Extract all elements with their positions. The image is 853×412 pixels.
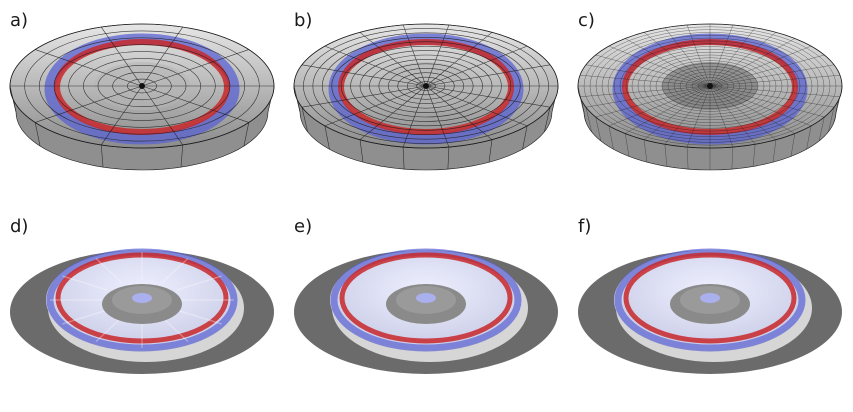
center-cap [132,293,152,303]
blue-ring [46,248,238,352]
panel-label: c) [578,10,595,31]
red-ring [55,252,229,344]
panel-c: c) [568,0,852,206]
mesh-grid [293,23,559,170]
center-cap [700,293,720,303]
panel-label: b) [294,10,313,31]
panel-label: d) [10,216,29,237]
disc-shaded-medium [294,248,558,374]
panel-label: a) [10,10,29,31]
disc-shaded-coarse [10,248,274,374]
red-ring [623,252,797,344]
panel-e: e) [284,206,568,412]
center-cap [416,293,436,303]
red-ring [54,39,230,135]
disc-mesh-medium [293,23,559,171]
panel-f: f) [568,206,852,412]
disc-mesh-fine [577,23,843,171]
center-point [707,83,713,89]
red-ring [339,252,513,344]
center-point [139,83,145,89]
panel-b: b) [284,0,568,206]
panel-label: e) [294,216,313,237]
mesh-grid [9,23,275,168]
panel-a: a) [0,0,284,206]
facet-lines [50,252,234,348]
blue-ring [614,248,806,352]
center-point [423,83,429,89]
blue-ring [330,248,522,352]
panel-d: d) [0,206,284,412]
disc-mesh-coarse [9,23,275,171]
disc-shaded-fine [578,248,842,374]
panel-label: f) [578,216,592,237]
mesh-grid [577,23,843,170]
